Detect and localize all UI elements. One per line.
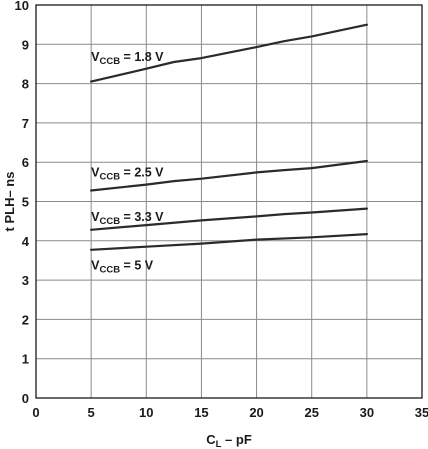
series-label-rest: = 3.3 V	[120, 210, 164, 224]
x-tick-labels: 0 5 10 15 20 25 30 35	[32, 405, 428, 420]
series-label-main: V	[91, 50, 100, 64]
plot-frame	[35, 4, 423, 399]
series-label-main: V	[91, 210, 100, 224]
y-tick-labels: 0 1 2 3 4 5 6 7 8 9 10	[15, 0, 30, 406]
series-label-2: VCCB = 3.3 V	[91, 210, 164, 227]
x-axis-label-sub: L	[216, 439, 222, 449]
series-line-2	[89, 207, 368, 231]
y-tick-label: 8	[22, 77, 29, 92]
y-tick-label: 2	[22, 312, 29, 327]
series-label-3: VCCB = 5 V	[91, 258, 154, 275]
x-tick-label: 10	[139, 405, 153, 420]
grid	[36, 5, 422, 398]
series-label-sub: CCB	[99, 56, 120, 67]
y-tick-label: 5	[22, 195, 29, 210]
series-label-sub: CCB	[99, 172, 120, 183]
x-tick-label: 15	[194, 405, 208, 420]
series-line-3	[89, 233, 368, 251]
series-label-rest: = 5 V	[120, 258, 154, 272]
x-tick-label: 25	[304, 405, 318, 420]
series-line-1	[89, 159, 368, 192]
x-tick-label: 20	[249, 405, 263, 420]
y-axis-label: t PLH– ns	[2, 172, 17, 232]
x-tick-label: 35	[415, 405, 428, 420]
x-tick-label: 30	[360, 405, 374, 420]
series-label-rest: = 2.5 V	[120, 166, 164, 180]
y-tick-label: 1	[22, 352, 29, 367]
x-axis-label-main: C	[206, 432, 216, 447]
y-tick-label: 0	[22, 391, 29, 406]
x-axis-label-rest: – pF	[221, 432, 251, 447]
y-tick-label: 6	[22, 155, 29, 170]
series-line-0	[89, 23, 368, 83]
y-tick-label: 10	[15, 0, 29, 13]
y-tick-label: 9	[22, 37, 29, 52]
series-label-sub: CCB	[99, 264, 120, 275]
x-tick-label: 0	[32, 405, 39, 420]
y-tick-label: 4	[22, 234, 30, 249]
series-label-1: VCCB = 2.5 V	[91, 166, 164, 183]
x-tick-label: 5	[88, 405, 95, 420]
y-tick-label: 7	[22, 116, 29, 131]
series-label-rest: = 1.8 V	[120, 50, 164, 64]
x-axis-label: CL – pF	[206, 432, 252, 449]
series-label-0: VCCB = 1.8 V	[91, 50, 164, 67]
series-lines	[89, 23, 368, 251]
series-label-main: V	[91, 166, 100, 180]
series-label-sub: CCB	[99, 216, 120, 227]
y-tick-label: 3	[22, 273, 29, 288]
series-label-main: V	[91, 258, 100, 272]
